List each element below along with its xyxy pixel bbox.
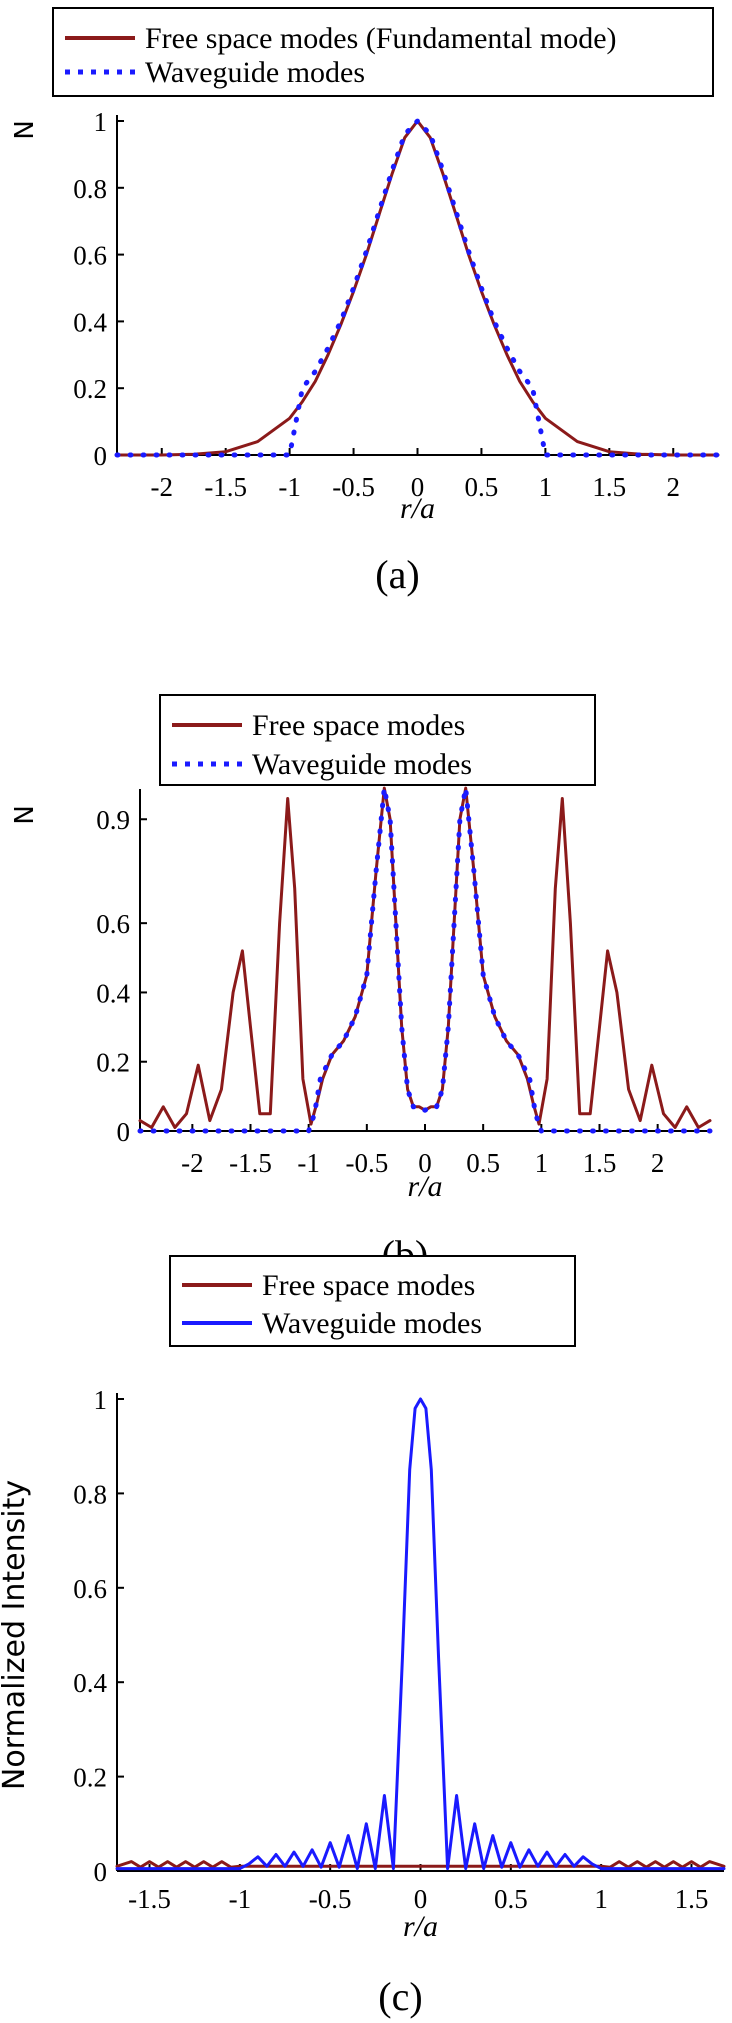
x-tick-label: 2 bbox=[666, 472, 680, 502]
y-tick-label: 0.4 bbox=[73, 1668, 107, 1698]
x-axis-label: r/a bbox=[407, 1170, 442, 1203]
x-tick-label: 0 bbox=[418, 1148, 432, 1178]
y-axis-label: Normalized Intensity bbox=[0, 1480, 32, 1790]
x-tick-label: 1 bbox=[539, 472, 553, 502]
x-tick-label: 0 bbox=[411, 472, 425, 502]
legend-label-waveguide: Waveguide modes bbox=[252, 748, 472, 781]
chart-panel-b: Free space modes Waveguide modes N 0 0.2 0.4 0… bbox=[7, 694, 713, 1277]
x-tick-label: -1 bbox=[229, 1884, 252, 1914]
y-axis-label: N bbox=[7, 120, 37, 139]
x-tick-label: -1.5 bbox=[229, 1148, 272, 1178]
x-tick-label: 1.5 bbox=[583, 1148, 617, 1178]
panel-label: (a) bbox=[375, 552, 419, 597]
y-axis-label: N bbox=[7, 805, 37, 824]
legend-label-waveguide: Waveguide modes bbox=[145, 56, 365, 89]
x-tick-label: -1 bbox=[297, 1148, 320, 1178]
x-tick-label: -1 bbox=[278, 472, 301, 502]
series-line-waveguide bbox=[137, 785, 713, 1134]
legend-box bbox=[52, 7, 714, 97]
x-axis-label: r/a bbox=[400, 492, 435, 525]
legend-label-waveguide: Waveguide modes bbox=[262, 1307, 482, 1340]
x-tick-label: 0.5 bbox=[465, 472, 499, 502]
series-line-waveguide bbox=[114, 118, 721, 458]
series-line-waveguide bbox=[115, 1397, 726, 1871]
legend-label-free-space: Free space modes bbox=[252, 709, 465, 742]
y-tick-label: 0.6 bbox=[73, 241, 107, 271]
x-tick-label: 1.5 bbox=[675, 1884, 709, 1914]
x-tick-label: 2 bbox=[651, 1148, 665, 1178]
y-tick-label: 0 bbox=[117, 1117, 131, 1147]
y-tick-label: 0.8 bbox=[73, 1479, 107, 1509]
y-tick-label: 1 bbox=[94, 1385, 108, 1415]
y-tick-label: 0.4 bbox=[96, 978, 130, 1008]
legend: Free space modes (Fundamental mode)Waveg… bbox=[52, 7, 714, 97]
legend: Free space modes Waveguide modes bbox=[159, 694, 596, 786]
panel-label: (c) bbox=[378, 1974, 422, 2019]
x-tick-label: -0.5 bbox=[332, 472, 375, 502]
x-tick-label: -0.5 bbox=[309, 1884, 352, 1914]
x-axis-label: r/a bbox=[403, 1910, 438, 1943]
x-tick-label: 0.5 bbox=[494, 1884, 528, 1914]
x-tick-label: -1.5 bbox=[204, 472, 247, 502]
y-tick-label: 0.2 bbox=[73, 1763, 107, 1793]
y-tick-label: 0.9 bbox=[96, 805, 130, 835]
y-tick-label: 0.4 bbox=[73, 307, 107, 337]
x-tick-label: 0 bbox=[414, 1884, 428, 1914]
y-tick-label: 1 bbox=[94, 107, 108, 137]
legend-box bbox=[169, 1255, 576, 1347]
x-tick-label: 1 bbox=[594, 1884, 608, 1914]
y-tick-label: 0.6 bbox=[73, 1574, 107, 1604]
legend-label-free-space: Free space modes (Fundamental mode) bbox=[145, 22, 617, 55]
y-tick-label: 0.6 bbox=[96, 909, 130, 939]
chart-panel-a: Free space modes (Fundamental mode)Waveg… bbox=[7, 7, 721, 597]
y-tick-label: 0.8 bbox=[73, 174, 107, 204]
x-tick-label: -0.5 bbox=[345, 1148, 388, 1178]
x-tick-label: 1.5 bbox=[592, 472, 626, 502]
y-tick-label: 0 bbox=[94, 1857, 108, 1887]
legend-box bbox=[159, 694, 596, 786]
x-tick-label: 1 bbox=[535, 1148, 549, 1178]
chart-panel-c: Free space modes Waveguide modes Normalize… bbox=[0, 1255, 726, 2019]
x-tick-label: -2 bbox=[181, 1148, 204, 1178]
y-tick-label: 0.2 bbox=[73, 374, 107, 404]
legend: Free space modes Waveguide modes bbox=[169, 1255, 576, 1347]
series-line-free-space bbox=[115, 1860, 726, 1869]
y-tick-label: 0.2 bbox=[96, 1048, 130, 1078]
x-tick-label: 0.5 bbox=[466, 1148, 500, 1178]
y-tick-label: 0 bbox=[94, 441, 108, 471]
x-tick-label: -1.5 bbox=[128, 1884, 171, 1914]
x-tick-label: -2 bbox=[151, 472, 174, 502]
legend-label-free-space: Free space modes bbox=[262, 1269, 475, 1302]
